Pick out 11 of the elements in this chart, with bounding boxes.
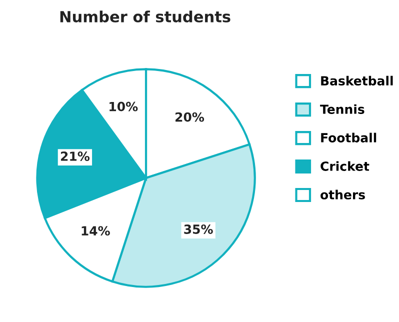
data-label: 14% <box>82 226 110 236</box>
legend-label: Football <box>321 132 376 142</box>
legend-label: Tennis <box>320 104 364 114</box>
chart-title: Number of students <box>60 10 230 22</box>
legend-label: others <box>320 190 365 200</box>
legend-label: Cricket <box>320 161 370 171</box>
data-label: 10% <box>110 102 138 112</box>
data-label: 21% <box>60 152 90 161</box>
data-label: 35% <box>184 224 213 234</box>
data-label: 20% <box>176 112 204 122</box>
legend-label: Basketball <box>321 76 393 86</box>
